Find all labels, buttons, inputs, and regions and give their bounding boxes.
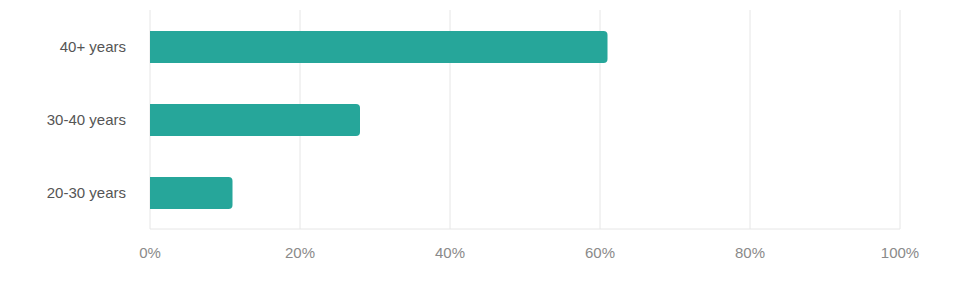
svg-text:20-30 years: 20-30 years	[47, 184, 126, 201]
svg-text:30-40 years: 30-40 years	[47, 111, 126, 128]
svg-text:100%: 100%	[881, 244, 919, 261]
svg-text:40+ years: 40+ years	[60, 38, 126, 55]
svg-text:80%: 80%	[735, 244, 765, 261]
svg-text:60%: 60%	[585, 244, 615, 261]
svg-text:0%: 0%	[139, 244, 161, 261]
svg-text:20%: 20%	[285, 244, 315, 261]
svg-text:40%: 40%	[435, 244, 465, 261]
